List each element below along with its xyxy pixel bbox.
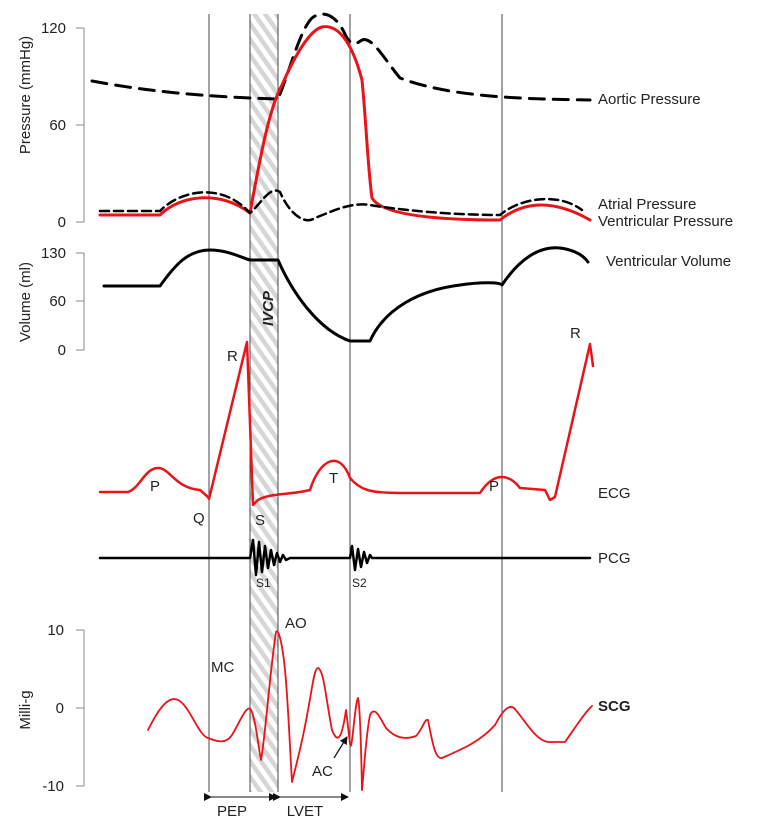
volume-tick-0: 0 — [58, 342, 66, 359]
pep-label: PEP — [217, 803, 247, 820]
pcg-s1-label: S1 — [256, 576, 271, 590]
aortic-pressure-curve — [90, 12, 592, 102]
scg-ac-arrow — [333, 736, 348, 759]
scg-mc-label: MC — [211, 659, 234, 676]
timing-lines — [208, 14, 503, 792]
interval-markers: PEP LVET — [204, 793, 349, 820]
scg-ac-label: AC — [312, 763, 333, 780]
pressure-tick-120: 120 — [41, 20, 66, 37]
volume-axis-label: Volume (ml) — [17, 262, 34, 342]
volume-tick-130: 130 — [41, 245, 66, 262]
ecg-r1-label: R — [227, 348, 238, 365]
milli-g-axis-label: Milli-g — [17, 690, 34, 729]
milli-g-tick-0: 0 — [56, 700, 64, 717]
volume-tick-60: 60 — [49, 293, 66, 310]
pressure-tick-0: 0 — [58, 214, 66, 231]
pcg-s2-label: S2 — [352, 576, 367, 590]
atrial-pressure-label: Atrial Pressure — [598, 196, 696, 213]
pressure-axis: 120 60 0 Pressure (mmHg) — [17, 20, 85, 231]
ventricular-pressure-label: Ventricular Pressure — [598, 213, 733, 230]
pcg-curve — [98, 538, 592, 577]
ventricular-volume-curve — [102, 246, 590, 343]
ivcp-label: IVCP — [260, 290, 277, 326]
scg-curve — [147, 630, 593, 791]
lvet-label: LVET — [287, 803, 323, 820]
ventricular-volume-label: Ventricular Volume — [606, 253, 731, 270]
ecg-curve — [98, 340, 595, 507]
ecg-s-label: S — [255, 512, 265, 529]
milli-g-tick-neg10: -10 — [42, 778, 64, 795]
ventricular-pressure-curve — [98, 25, 592, 222]
pressure-tick-60: 60 — [49, 117, 66, 134]
volume-axis: 130 60 0 Volume (ml) — [17, 245, 85, 359]
ecg-q-label: Q — [193, 510, 205, 527]
scg-ao-label: AO — [285, 615, 307, 632]
pressure-axis-label: Pressure (mmHg) — [17, 36, 34, 154]
atrial-pressure-curve — [98, 189, 584, 222]
scg-label: SCG — [598, 698, 631, 715]
ecg-t-label: T — [329, 470, 338, 487]
ecg-p1-label: P — [150, 478, 160, 495]
ivcp-band — [250, 14, 278, 792]
milli-g-axis: 10 0 -10 Milli-g — [17, 622, 85, 795]
ecg-r2-label: R — [570, 325, 581, 342]
aortic-pressure-label: Aortic Pressure — [598, 91, 701, 108]
ecg-label: ECG — [598, 485, 631, 502]
pcg-label: PCG — [598, 550, 631, 567]
ecg-p2-label: P — [489, 478, 499, 495]
milli-g-tick-10: 10 — [47, 622, 64, 639]
